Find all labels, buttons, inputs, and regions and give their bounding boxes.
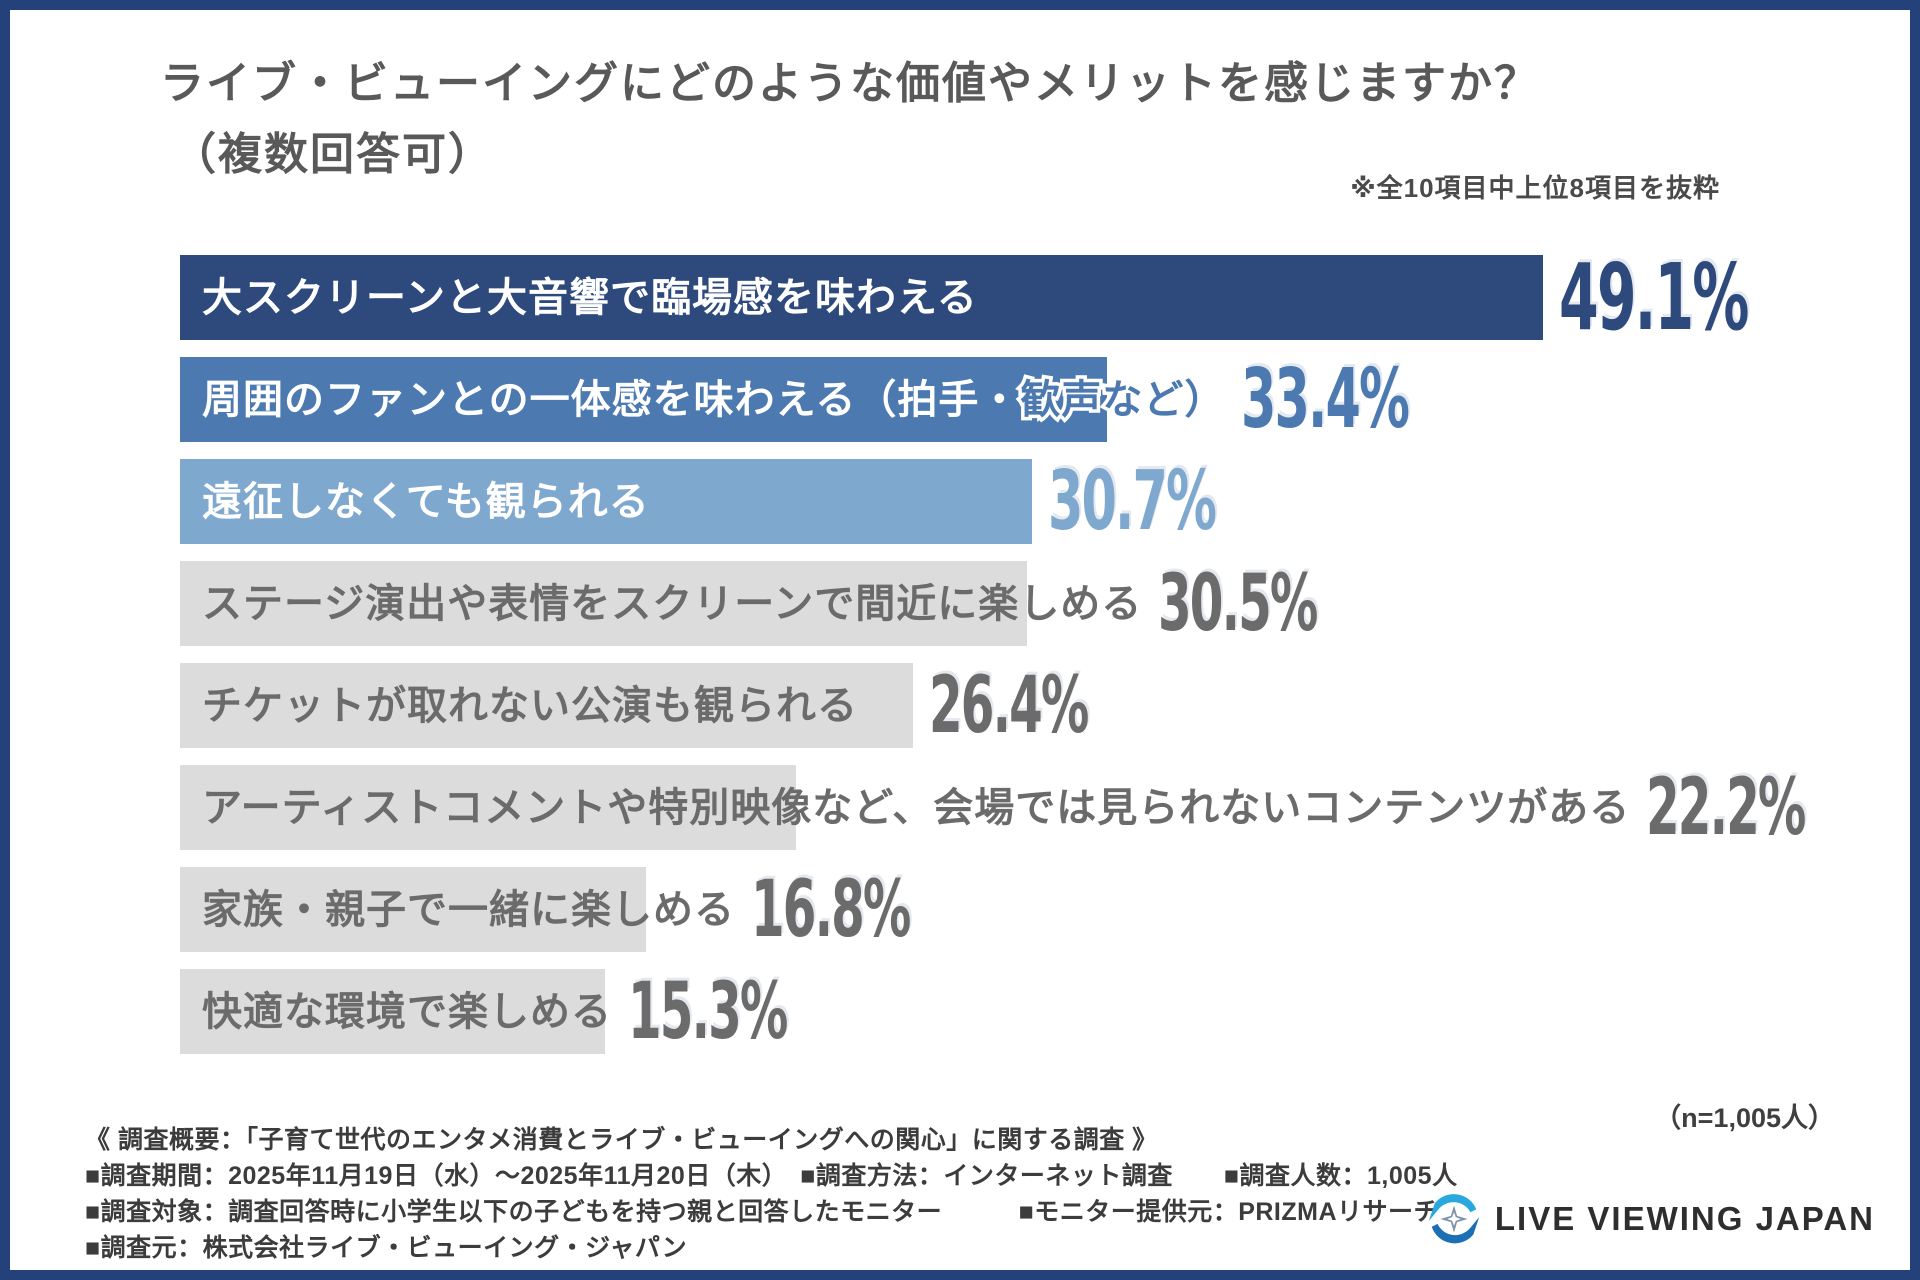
logo-text: LIVE VIEWING JAPAN [1494, 1200, 1875, 1237]
bar-label: 家族・親子で一緒に楽しめる [202, 890, 735, 930]
chart-row: ステージ演出や表情をスクリーンで間近に楽しめる 30.5% [180, 561, 1902, 646]
swirl-sparkle-icon [1423, 1188, 1485, 1250]
value-label: 33.4% [1241, 351, 1410, 447]
bar-label: 周囲のファンとの一体感を味わえる（拍手・歓声など） [202, 376, 1228, 423]
bar-label-text: 大スクリーンと大音響で臨場感を味わえる [202, 275, 978, 320]
chart-row: 快適な環境で楽しめる 15.3% [180, 969, 1902, 1054]
value-label: 49.1% [1559, 243, 1749, 351]
bar-5: チケットが取れない公演も観られる [180, 663, 913, 748]
bar-label-text: チケットが取れない公演も観られる [202, 683, 858, 728]
bar-label-text: アーティストコメントや特別映像など、会場では見られないコンテンツがある [202, 785, 1631, 830]
chart-row: チケットが取れない公演も観られる 26.4% [180, 663, 1902, 748]
bar-6: アーティストコメントや特別映像など、会場では見られないコンテンツがある [180, 765, 1629, 850]
page-title: ライブ・ビューイングにどのような価値やメリットを感じますか？ （複数回答可） [160, 58, 1540, 182]
bar-label-text: 快適な環境で楽しめる [202, 989, 612, 1034]
value-label: 22.2% [1646, 762, 1806, 853]
survey-source: ■調査元：株式会社ライブ・ビューイング・ジャパン [85, 1234, 688, 1262]
chart-row: アーティストコメントや特別映像など、会場では見られないコンテンツがある 22.2% [180, 765, 1902, 850]
survey-target-provider: ■調査対象：調査回答時に小学生以下の子どもを持つ親と回答したモニター ■モニター… [85, 1198, 1440, 1226]
title-line-1: ライブ・ビューイングにどのような価値やメリットを感じますか？ [160, 59, 1540, 108]
chart-row: 周囲のファンとの一体感を味わえる（拍手・歓声など） 33.4% [180, 357, 1902, 442]
bar-label-text: 遠征しなくても観られる [202, 479, 650, 524]
bar-label: アーティストコメントや特別映像など、会場では見られないコンテンツがある [202, 788, 1630, 828]
bar-chart: 大スクリーンと大音響で臨場感を味わえる 49.1% 周囲のファンとの一体感を味わえる… [180, 251, 1902, 1054]
sample-size-note: （n=1,005人） [1654, 1103, 1835, 1133]
chart-row: 家族・親子で一緒に楽しめる 16.8% [180, 867, 1902, 952]
survey-overview: 《 調査概要：「子育て世代のエンタメ消費とライブ・ビューイングへの関心」に関する… [85, 1122, 1458, 1266]
bar-7: 家族・親子で一緒に楽しめる [180, 867, 734, 952]
selection-note: ※全10項目中上位8項目を抜粋 [1350, 173, 1720, 203]
survey-overview-title: 《 調査概要：「子育て世代のエンタメ消費とライブ・ビューイングへの関心」に関する… [85, 1126, 1158, 1154]
bar-label-text: 周囲のファンとの一体感を味わえる（拍手・ [202, 377, 1021, 422]
chart-row: 大スクリーンと大音響で臨場感を味わえる 49.1% [180, 251, 1902, 343]
value-label: 15.3% [628, 966, 788, 1057]
value-label: 16.8% [751, 864, 911, 955]
bar-label: チケットが取れない公演も観られる [202, 686, 858, 726]
bar-4: ステージ演出や表情をスクリーンで間近に楽しめる [180, 561, 1141, 646]
chart-row: 遠征しなくても観られる 30.7% [180, 459, 1902, 544]
bar-8: 快適な環境で楽しめる [180, 969, 611, 1054]
value-label: 30.5% [1158, 558, 1318, 649]
bar-label: 快適な環境で楽しめる [202, 992, 612, 1032]
bar-3: 遠征しなくても観られる [180, 459, 1032, 544]
bar-label: 遠征しなくても観られる [202, 482, 650, 522]
value-label: 26.4% [929, 660, 1089, 751]
value-label: 30.7% [1048, 453, 1217, 549]
bar-label-text: 家族・親子で一緒に楽しめる [202, 887, 735, 932]
bar-label: 大スクリーンと大音響で臨場感を味わえる [202, 278, 978, 318]
live-viewing-japan-logo: LIVE VIEWING JAPAN [1423, 1188, 1875, 1250]
bar-label: ステージ演出や表情をスクリーンで間近に楽しめる [202, 584, 1142, 624]
bar-1: 大スクリーンと大音響で臨場感を味わえる [180, 255, 1543, 340]
bar-label-text: ステージ演出や表情をスクリーンで間近に楽しめる [202, 581, 1143, 626]
bar-label-overflow-text: 歓声など） [1017, 376, 1228, 423]
survey-period-method: ■調査期間：2025年11月19日（水）～2025年11月20日（木） ■調査方… [85, 1162, 1458, 1190]
bar-2: 周囲のファンとの一体感を味わえる（拍手・歓声など） [180, 357, 1228, 442]
title-line-2: （複数回答可） [172, 129, 494, 179]
